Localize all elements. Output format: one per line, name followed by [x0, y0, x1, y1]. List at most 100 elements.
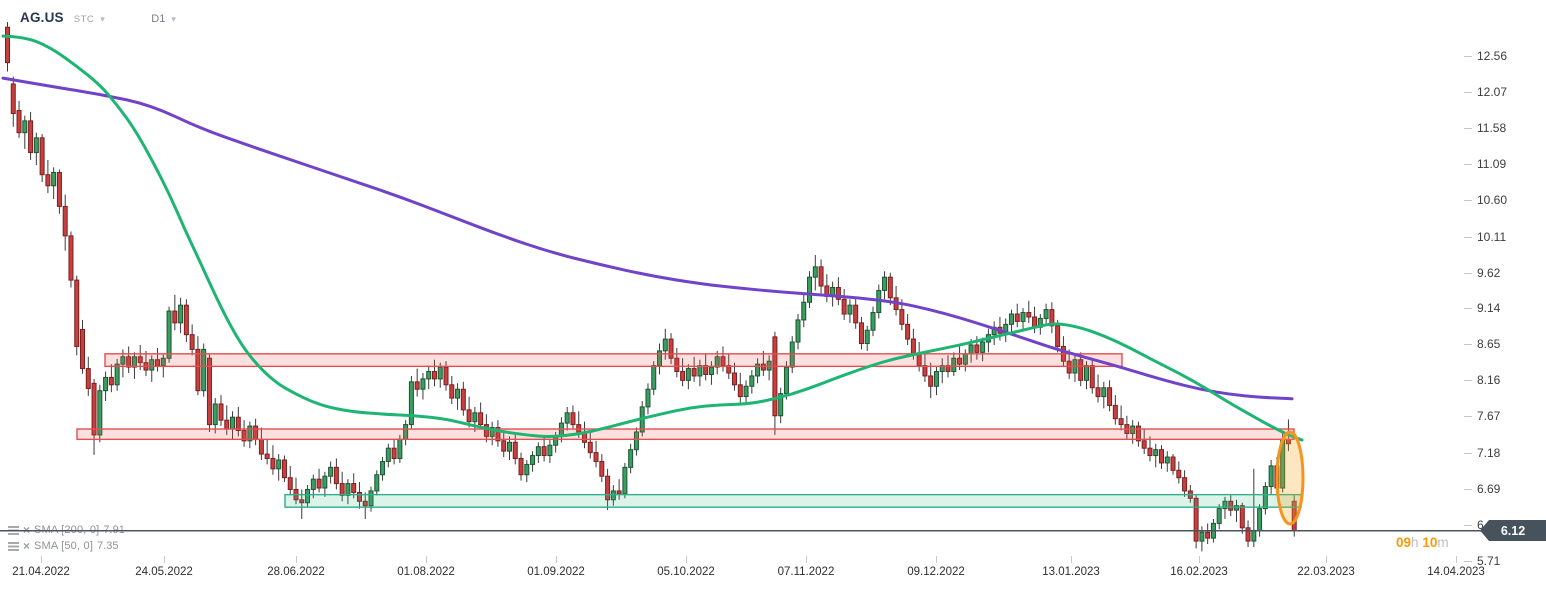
candle: [333, 458, 339, 490]
highlight-ellipse-annotation: [1275, 430, 1305, 526]
candle: [501, 430, 507, 458]
candle: [985, 328, 991, 353]
candle: [801, 294, 807, 328]
y-axis-tick: [1464, 452, 1472, 454]
x-axis-tick: [1199, 556, 1200, 563]
candle: [45, 159, 51, 194]
candle: [131, 352, 137, 379]
timeframe-label: D1: [151, 13, 166, 25]
candle: [28, 112, 34, 160]
candle: [858, 316, 864, 350]
remove-indicator-icon[interactable]: ×: [23, 523, 31, 537]
y-axis-label: 8.65: [1477, 337, 1501, 352]
remove-indicator-icon[interactable]: ×: [23, 539, 31, 553]
candle: [755, 358, 761, 384]
candle: [645, 383, 651, 415]
candle: [674, 347, 680, 378]
candle: [1245, 520, 1251, 547]
candle: [1205, 523, 1211, 545]
candle: [933, 367, 939, 396]
candle: [720, 346, 726, 372]
exchange-selector[interactable]: STC ▾: [74, 14, 106, 25]
candle: [939, 358, 945, 384]
candle: [708, 361, 714, 385]
candle: [1112, 395, 1118, 425]
candle: [853, 297, 859, 329]
candle: [62, 194, 68, 251]
indicator-legend: × SMA [200, 0] 7.91 × SMA [50, 0] 7.35: [8, 522, 125, 554]
candle: [1164, 451, 1170, 472]
candle: [1141, 429, 1147, 455]
candle: [183, 299, 189, 343]
candle: [33, 132, 39, 166]
y-axis-label: 12.56: [1477, 49, 1508, 63]
indicator-value: 7.91: [103, 524, 125, 536]
candle: [547, 439, 553, 463]
x-axis-label: 09.12.2022: [907, 566, 965, 578]
x-axis-label: 28.06.2022: [267, 566, 325, 578]
chevron-down-icon: ▾: [100, 14, 106, 24]
candle: [991, 321, 997, 345]
candle: [760, 350, 766, 376]
y-axis-label: 9.14: [1477, 301, 1501, 316]
y-axis-tick: [1464, 236, 1472, 238]
candle: [420, 372, 426, 400]
candle: [887, 272, 893, 306]
candle: [431, 359, 437, 387]
x-axis-tick: [164, 556, 165, 563]
candle: [155, 347, 161, 372]
indicator-row-sma50: × SMA [50, 0] 7.35: [8, 538, 125, 554]
candle: [195, 336, 201, 396]
timeframe-selector[interactable]: D1 ▾: [151, 13, 176, 25]
y-axis-label: 11.09: [1477, 157, 1507, 172]
candle: [39, 134, 45, 183]
candle: [385, 443, 391, 468]
symbol-label: AG.US: [20, 10, 64, 25]
candle: [1049, 302, 1055, 334]
y-axis-label: 8.16: [1477, 373, 1501, 388]
candle: [74, 275, 80, 356]
resistance-zone-upper: [104, 353, 1123, 368]
indicator-settings-icon[interactable]: [8, 525, 19, 535]
candle: [1234, 499, 1240, 522]
candle: [668, 333, 674, 365]
candle: [1118, 405, 1124, 431]
candle: [1170, 454, 1176, 475]
support-zone: [284, 493, 1302, 508]
candle: [1216, 504, 1222, 530]
candle: [1153, 443, 1159, 468]
candle: [535, 442, 541, 463]
y-axis-tick: [1464, 416, 1472, 418]
candle: [830, 281, 836, 307]
x-axis-label: 24.05.2022: [135, 566, 193, 578]
y-axis-label: 10.11: [1477, 229, 1507, 244]
candle: [506, 436, 512, 460]
y-axis-label: 7.67: [1477, 409, 1501, 424]
y-axis-tick: [1464, 344, 1472, 346]
candle: [714, 350, 720, 375]
candle: [201, 343, 207, 397]
candle: [541, 436, 547, 462]
candle: [1101, 381, 1107, 409]
candle: [328, 461, 334, 484]
candle: [680, 358, 686, 387]
candle: [426, 365, 432, 390]
y-axis-tick: [1464, 524, 1472, 526]
candle: [743, 380, 749, 404]
candle: [495, 420, 501, 447]
candle: [980, 337, 986, 362]
candle: [657, 343, 663, 375]
indicator-settings-icon[interactable]: [8, 541, 19, 551]
y-axis-label: 10.60: [1477, 193, 1508, 208]
indicator-label: SMA [200, 0]: [34, 524, 100, 536]
candle: [51, 167, 57, 200]
indicator-row-sma200: × SMA [200, 0] 7.91: [8, 522, 125, 538]
candle: [1239, 502, 1245, 534]
y-axis-tick: [1464, 488, 1472, 490]
candle: [1043, 303, 1049, 326]
indicator-label: SMA [50, 0]: [34, 540, 94, 552]
candle: [241, 420, 247, 447]
candle: [455, 383, 461, 410]
candle: [893, 286, 899, 316]
